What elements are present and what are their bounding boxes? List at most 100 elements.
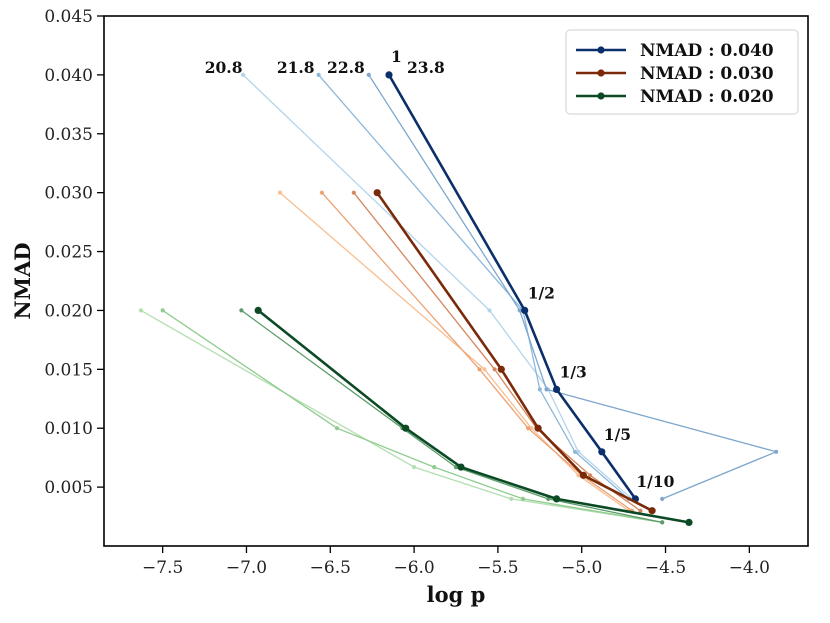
- point-annotation: 23.8: [407, 58, 445, 77]
- x-tick-label: −4.0: [729, 558, 770, 578]
- legend: NMAD : 0.040 NMAD : 0.030 NMAD : 0.020: [565, 29, 799, 115]
- data-point: [517, 308, 522, 313]
- series-red-7: [373, 189, 656, 515]
- series-line: [162, 309, 663, 524]
- data-point: [366, 72, 371, 77]
- data-point: [402, 424, 410, 432]
- data-point: [544, 387, 549, 392]
- legend-label: NMAD : 0.030: [640, 64, 774, 84]
- data-point: [529, 426, 534, 431]
- legend-swatch-marker: [597, 46, 605, 54]
- y-tick-label: 0.015: [44, 360, 93, 380]
- data-point: [316, 72, 321, 77]
- point-annotation: 1/5: [604, 425, 631, 444]
- y-tick-label: 0.010: [44, 419, 93, 439]
- data-point: [521, 306, 529, 314]
- series-red-6: [351, 190, 643, 513]
- data-point: [534, 424, 542, 432]
- legend-label: NMAD : 0.020: [640, 87, 774, 107]
- data-point: [774, 449, 779, 454]
- data-point: [520, 496, 526, 501]
- data-point: [553, 385, 561, 393]
- series-line: [140, 309, 663, 524]
- y-tick-label: 0.005: [44, 478, 93, 498]
- data-point: [239, 308, 244, 313]
- data-point: [254, 306, 262, 314]
- legend-item: NMAD : 0.040: [576, 41, 774, 61]
- point-annotation: 22.8: [327, 58, 365, 77]
- y-tick-label: 0.025: [44, 243, 93, 263]
- x-axis-title: log p: [427, 582, 486, 607]
- series-line: [321, 192, 633, 512]
- y-tick-label: 0.035: [44, 125, 93, 145]
- data-point: [648, 507, 656, 515]
- point-annotation: 1: [391, 47, 402, 66]
- data-point: [385, 71, 393, 79]
- y-tick-label: 0.045: [44, 7, 93, 27]
- data-point: [576, 449, 581, 454]
- data-point: [351, 190, 356, 195]
- series-blue-0: [241, 72, 635, 501]
- data-point: [457, 463, 465, 471]
- legend-item: NMAD : 0.030: [576, 64, 774, 84]
- legend-swatch-marker: [597, 69, 605, 77]
- y-axis-ticks: 0.005 0.010 0.015 0.020 0.025 0.030 0.035 0.040…: [44, 7, 104, 498]
- x-tick-label: −4.5: [645, 558, 686, 578]
- series-line: [242, 74, 633, 500]
- data-point: [638, 508, 643, 513]
- data-point: [482, 367, 487, 372]
- x-tick-label: −7.0: [226, 558, 267, 578]
- x-tick-label: −7.5: [142, 558, 183, 578]
- data-point: [453, 465, 459, 470]
- data-point: [579, 471, 588, 479]
- series-green-9: [160, 308, 665, 525]
- point-annotation: 1/3: [560, 362, 587, 381]
- series-blue-2: [366, 72, 779, 501]
- legend-swatch-marker: [597, 92, 605, 100]
- y-axis-title: NMAD: [10, 243, 35, 320]
- data-point: [598, 448, 606, 456]
- data-point: [487, 308, 492, 313]
- data-point: [537, 387, 542, 392]
- data-point: [432, 465, 437, 470]
- point-annotation: 1/2: [528, 283, 555, 302]
- series-blue-1: [316, 72, 631, 501]
- data-point: [497, 365, 505, 373]
- data-point: [241, 72, 246, 77]
- data-point: [509, 496, 514, 501]
- y-tick-label: 0.040: [44, 66, 93, 86]
- data-point: [660, 496, 665, 501]
- series-line: [368, 74, 777, 500]
- data-point: [660, 520, 665, 525]
- point-annotation: 20.8: [205, 58, 243, 77]
- y-tick-label: 0.020: [44, 301, 93, 321]
- data-point: [572, 449, 578, 454]
- data-point: [492, 367, 497, 372]
- data-point: [546, 496, 551, 501]
- point-annotation: 1/10: [636, 472, 674, 491]
- x-tick-label: −6.5: [310, 558, 351, 578]
- data-point: [373, 189, 381, 197]
- data-point: [576, 473, 581, 478]
- series-green-11: [254, 306, 693, 527]
- series-red-5: [319, 190, 635, 513]
- series-line: [387, 74, 637, 500]
- y-tick-label: 0.030: [44, 184, 93, 204]
- data-point: [526, 426, 531, 431]
- data-point: [160, 308, 165, 313]
- data-point: [277, 190, 283, 195]
- data-point: [412, 465, 417, 470]
- data-point: [588, 473, 593, 478]
- series-green-8: [138, 308, 665, 525]
- x-tick-label: −6.0: [393, 558, 434, 578]
- plot-frame: [103, 15, 809, 547]
- point-annotations: 20.8 21.8 22.8 23.8 1 1/2 1/3 1/5 1/10: [205, 47, 675, 491]
- data-point: [319, 190, 324, 195]
- series-line: [353, 192, 641, 512]
- x-axis-ticks: −7.5 −7.0 −6.5 −6.0 −5.5 −5.0 −4.5 −4.0: [142, 546, 770, 578]
- point-annotation: 21.8: [277, 58, 315, 77]
- legend-item: NMAD : 0.020: [576, 87, 774, 107]
- x-tick-label: −5.5: [477, 558, 518, 578]
- data-point: [553, 495, 561, 503]
- data-point: [685, 518, 693, 527]
